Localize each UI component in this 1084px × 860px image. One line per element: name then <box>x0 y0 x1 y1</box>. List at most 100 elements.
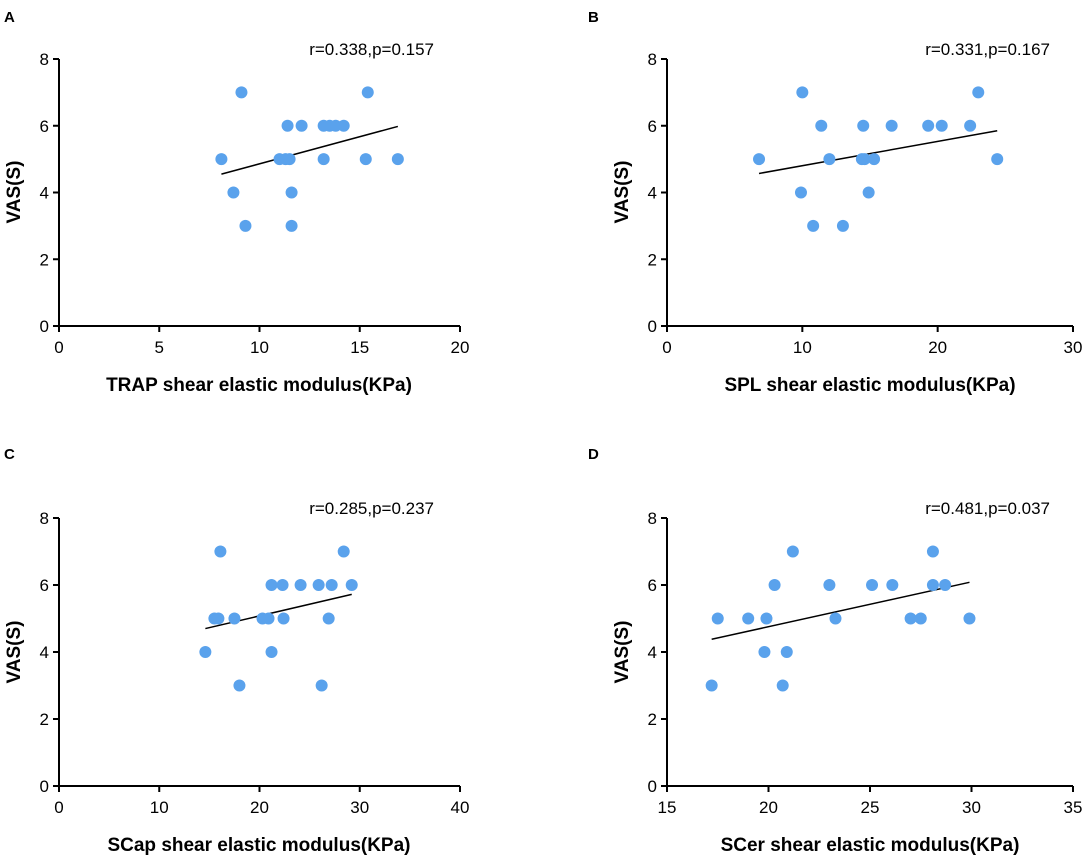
panel-a-x-tick-label: 0 <box>54 338 63 357</box>
panel-b-stat-text: r=0.331,p=0.167 <box>925 40 1050 59</box>
panel-a-y-tick-label: 0 <box>40 317 49 336</box>
panel-b-data-point <box>857 119 870 132</box>
panel-a-data-point <box>361 86 374 99</box>
panel-b-x-tick-label: 0 <box>662 338 671 357</box>
panel-a: A r=0.338,p=0.157 0 2 4 6 8 0 5 10 15 20 TRAP she… <box>4 9 469 396</box>
panel-d-data-point <box>866 579 879 591</box>
panel-c-x-tick-label: 30 <box>350 798 369 817</box>
panel-b-x-tick-label: 20 <box>928 338 947 357</box>
panel-d-x-tick-label: 25 <box>861 798 880 817</box>
panel-c-data-point <box>233 679 246 692</box>
panel-a-data-point <box>227 186 240 199</box>
panel-c-data-point <box>312 579 325 591</box>
panel-a-data-point <box>337 119 350 132</box>
panel-b-data-point <box>922 119 935 132</box>
panel-c-y-tick-label: 2 <box>40 710 49 729</box>
panel-d-data-point <box>742 612 755 625</box>
panel-b-data-point <box>858 153 871 166</box>
panel-b: B r=0.331,p=0.167 0 2 4 6 8 0 10 20 30 SPL shear… <box>588 9 1082 396</box>
panel-c-data-point <box>265 646 278 658</box>
panel-b-data-point <box>753 153 766 166</box>
panel-d-y-tick-label: 0 <box>648 777 657 796</box>
panel-d-y-tick-label: 2 <box>648 710 657 729</box>
panel-b-data-point <box>807 219 820 232</box>
panel-a-data-point <box>239 219 252 232</box>
panel-b-data-point <box>964 119 977 132</box>
panel-d-x-tick-label: 15 <box>658 798 677 817</box>
panel-a-y-tick-label: 8 <box>40 50 49 69</box>
panel-c-data-point <box>228 612 241 625</box>
panel-c-data-point <box>345 579 358 591</box>
panel-d-y-axis-title: VAS(S) <box>612 621 633 684</box>
panel-a-x-tick-label: 10 <box>250 338 269 357</box>
panel-d-data-point <box>926 579 939 591</box>
panel-c-x-tick-label: 40 <box>451 798 470 817</box>
panel-b-data-point <box>836 219 849 232</box>
panel-a-y-tick-label: 4 <box>40 184 49 203</box>
panel-c-x-tick-label: 20 <box>250 798 269 817</box>
panel-d-data-point <box>963 612 976 625</box>
panel-b-data-point <box>991 153 1004 166</box>
panel-a-y-tick-label: 6 <box>40 117 49 136</box>
panel-d-y-tick-label: 8 <box>648 509 657 528</box>
panel-c-data-point <box>265 579 278 591</box>
panel-c-stat-text: r=0.285,p=0.237 <box>309 499 434 518</box>
panel-c-data-point <box>325 579 338 591</box>
panel-d-data-point <box>829 612 842 625</box>
panel-c-y-tick-label: 0 <box>40 777 49 796</box>
panel-b-y-tick-label: 8 <box>648 50 657 69</box>
panel-d-data-point <box>904 612 917 625</box>
panel-b-data-point <box>885 119 898 132</box>
panel-a-data-point <box>285 219 298 232</box>
panel-a-data-point <box>359 153 372 166</box>
panel-d-data-point <box>758 646 771 658</box>
panel-d-data-point <box>780 646 793 658</box>
panel-c-y-tick-label: 8 <box>40 509 49 528</box>
panel-b-data-point <box>935 119 948 132</box>
panel-d-data-point <box>926 545 939 558</box>
panel-c-x-tick-label: 0 <box>54 798 63 817</box>
panel-a-stat-text: r=0.338,p=0.157 <box>309 40 434 59</box>
panel-c-x-tick-label: 10 <box>150 798 169 817</box>
panel-a-data-point <box>317 153 330 166</box>
panel-a-y-axis-title: VAS(S) <box>4 161 25 224</box>
panel-b-data-point <box>862 186 875 199</box>
panel-d-data-point <box>776 679 789 692</box>
panel-a-data-point <box>235 86 248 99</box>
panel-c-y-axis-title: VAS(S) <box>4 621 25 684</box>
panel-a-data-point <box>391 153 404 166</box>
panel-b-x-axis-title: SPL shear elastic modulus(KPa) <box>724 375 1015 396</box>
panel-b-data-point <box>972 86 985 99</box>
panel-letter-d: D <box>588 446 599 463</box>
panel-b-data-point <box>815 119 828 132</box>
panel-a-x-axis-title: TRAP shear elastic modulus(KPa) <box>106 375 412 396</box>
panel-c-data-point <box>214 545 227 558</box>
panel-d-y-tick-label: 4 <box>648 643 657 662</box>
panel-c-x-axis-title: SCap shear elastic modulus(KPa) <box>107 835 410 856</box>
panel-a-data-point <box>295 119 308 132</box>
panel-d-plot: 0 2 4 6 8 15 20 25 30 35 <box>648 509 1083 817</box>
panel-a-data-point <box>281 119 294 132</box>
panel-a-plot: 0 2 4 6 8 0 5 10 15 20 <box>40 50 470 357</box>
panel-d-data-point <box>939 579 952 591</box>
panel-letter-a: A <box>4 9 15 26</box>
panel-d-stat-text: r=0.481,p=0.037 <box>925 499 1050 518</box>
panel-d-data-point <box>705 679 718 692</box>
panel-b-regression-line <box>758 130 998 175</box>
panel-d-x-tick-label: 30 <box>962 798 981 817</box>
panel-d-data-point <box>768 579 781 591</box>
panel-c-data-point <box>294 579 307 591</box>
panel-b-data-point <box>794 186 807 199</box>
panel-d-data-point <box>823 579 836 591</box>
panel-c-data-point <box>199 646 212 658</box>
panel-c-data-point <box>337 545 350 558</box>
panel-d: D r=0.481,p=0.037 0 2 4 6 8 15 20 25 30 35 SCer s… <box>588 446 1082 856</box>
panel-b-y-tick-label: 6 <box>648 117 657 136</box>
panel-b-x-tick-label: 10 <box>793 338 812 357</box>
panel-a-data-point <box>285 186 298 199</box>
panel-a-data-point <box>215 153 228 166</box>
panel-c-regression-line <box>205 593 352 630</box>
panel-a-x-tick-label: 15 <box>350 338 369 357</box>
panel-c-data-point <box>262 612 275 625</box>
